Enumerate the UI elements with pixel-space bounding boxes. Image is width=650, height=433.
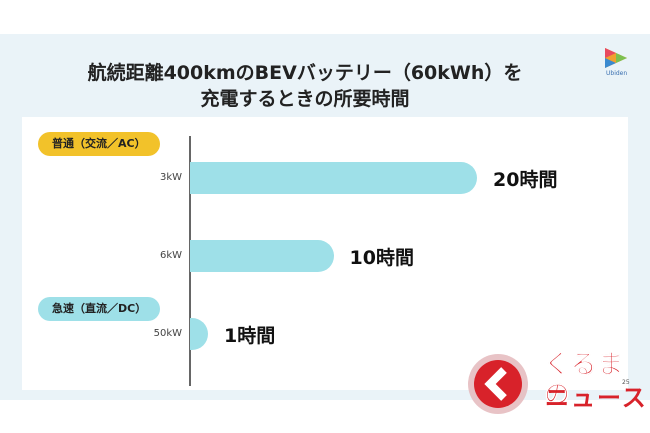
data-label: 10時間 [349,247,414,269]
tick-label: 6kW [159,250,182,261]
y-axis-line [189,136,191,386]
logo-text: Ubiden [606,70,628,77]
category-dc-pill: 急速（直流／DC） [38,297,161,321]
brand-text-line2: ニュース [545,384,648,412]
data-label: 1時間 [224,325,276,347]
tick-label: 50kW [153,328,182,339]
ubiden-logo-icon [605,48,627,68]
bar [190,240,334,272]
tick-label: 3kW [159,172,182,183]
bar [190,318,208,350]
category-ac-pill: 普通（交流／AC） [38,132,160,156]
kuruma-news-logo-icon [468,354,528,414]
chart-title: 航続距離400kmのBEVバッテリー（60kWh）を 充電するときの所要時間 [40,60,570,112]
page-number: 25 [622,379,630,386]
data-label: 20時間 [493,169,558,191]
bar [190,162,477,194]
brand-text-line1: くるまの [544,350,625,411]
title-line-2: 充電するときの所要時間 [200,88,410,110]
title-line-1: 航続距離400kmのBEVバッテリー（60kWh）を [87,62,523,84]
